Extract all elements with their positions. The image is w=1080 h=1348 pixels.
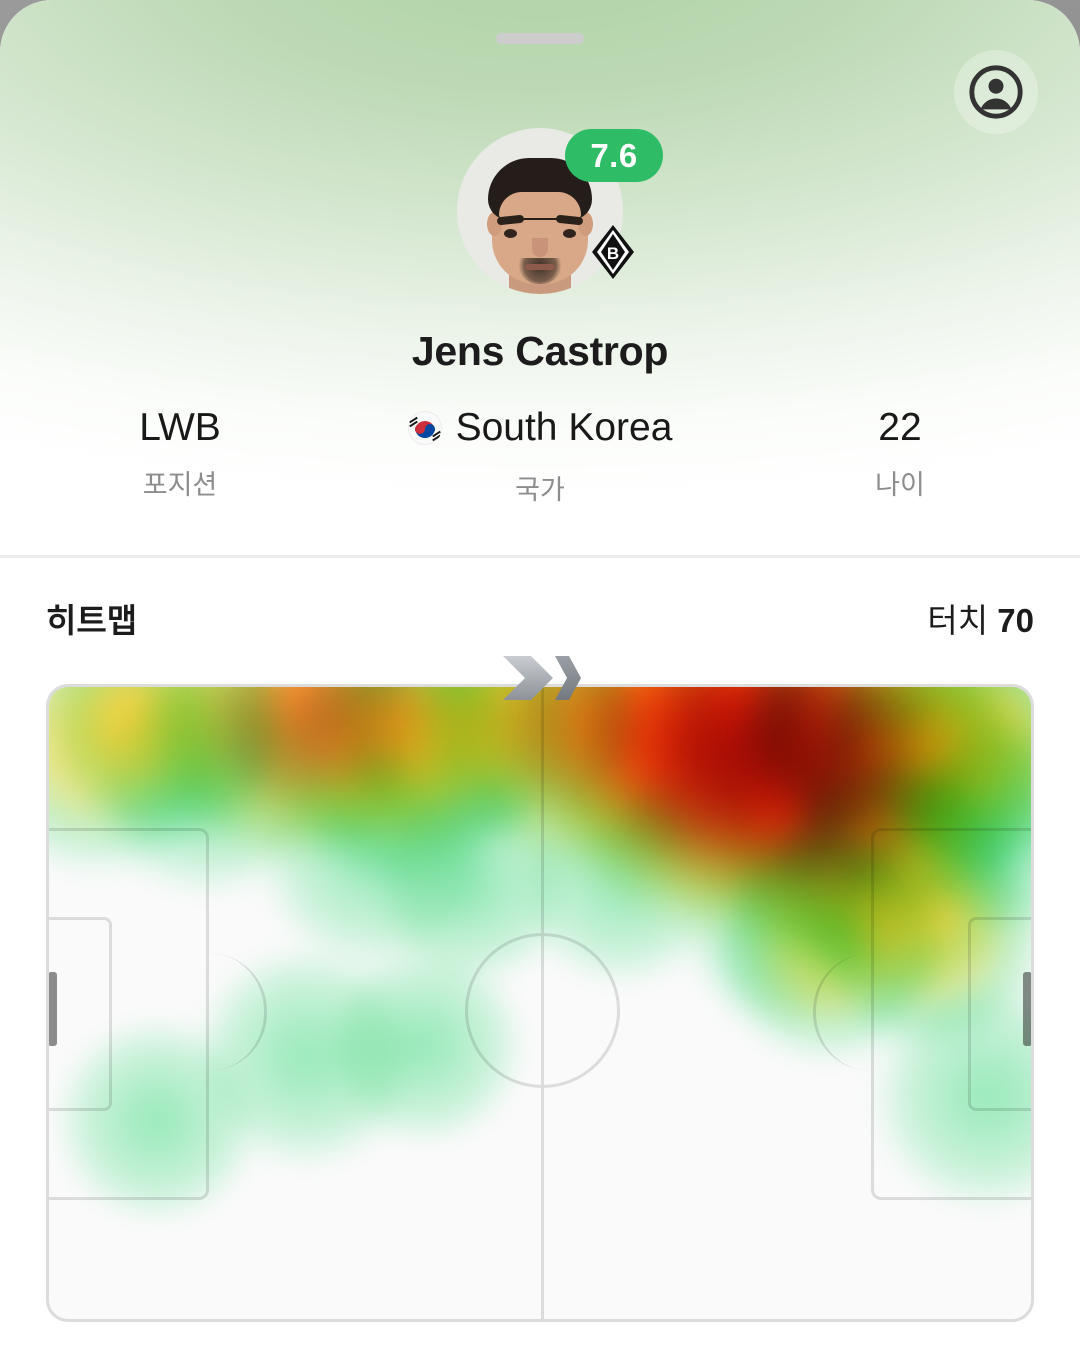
heatmap-blob bbox=[523, 687, 800, 857]
account-button[interactable] bbox=[954, 50, 1038, 134]
stat-age-value: 22 bbox=[878, 406, 922, 449]
svg-text:B: B bbox=[607, 244, 619, 263]
stat-country-label: 국가 bbox=[515, 475, 565, 505]
heatmap-blob bbox=[338, 687, 570, 841]
stat-position-value: LWB bbox=[139, 406, 221, 449]
heatmap-pitch-container[interactable] bbox=[46, 656, 1034, 1322]
heatmap-blob bbox=[590, 687, 891, 876]
sheet-drag-handle[interactable] bbox=[496, 33, 584, 44]
stat-country-value-row: South Korea bbox=[360, 402, 720, 459]
heatmap-blob bbox=[161, 687, 411, 850]
stat-position: LWB 포지션 bbox=[0, 402, 360, 507]
attack-direction-arrow-icon bbox=[501, 654, 583, 702]
touches-stat: 터치 70 bbox=[927, 594, 1034, 642]
stat-country-value: South Korea bbox=[455, 406, 673, 449]
touches-label: 터치 bbox=[927, 602, 989, 639]
heatmap-title: 히트맵 bbox=[46, 602, 138, 639]
stat-position-label: 포지션 bbox=[142, 470, 218, 500]
heatmap-blob bbox=[272, 750, 478, 956]
south-korea-flag-icon bbox=[407, 411, 442, 445]
heatmap-blob bbox=[415, 687, 631, 827]
player-identity: 7.6 B Jens Castrop bbox=[0, 128, 1080, 375]
goal-left bbox=[49, 972, 57, 1046]
heatmap-blob bbox=[831, 687, 1031, 843]
heatmap-blob bbox=[55, 687, 280, 832]
player-photo-icon bbox=[457, 128, 623, 294]
heatmap-blob bbox=[557, 687, 845, 908]
club-badge-icon: B bbox=[591, 224, 635, 280]
pitch-graphic bbox=[46, 684, 1034, 1322]
account-circle-icon bbox=[967, 63, 1025, 121]
penalty-arc-right bbox=[813, 953, 871, 1071]
player-stats-row: LWB 포지션 bbox=[0, 402, 1080, 507]
goal-right bbox=[1023, 972, 1031, 1046]
section-divider bbox=[0, 555, 1080, 558]
heatmap-blob bbox=[448, 687, 717, 860]
player-face-illustration bbox=[481, 150, 599, 294]
stat-country: South Korea 국가 bbox=[360, 402, 720, 507]
heatmap-blob bbox=[756, 687, 1002, 842]
touches-value: 70 bbox=[997, 602, 1034, 639]
penalty-arc-left bbox=[209, 953, 267, 1071]
heatmap-blob bbox=[287, 687, 522, 875]
page-title: Jens Castrop bbox=[411, 328, 669, 374]
rating-badge: 7.6 bbox=[565, 129, 663, 182]
center-circle bbox=[465, 933, 620, 1088]
heatmap-header: 히트맵 터치 70 bbox=[0, 594, 1080, 642]
heatmap-blob bbox=[226, 687, 484, 841]
avatar[interactable]: 7.6 B bbox=[457, 128, 663, 294]
stat-age-label: 나이 bbox=[875, 470, 925, 500]
stat-age: 22 나이 bbox=[720, 402, 1080, 507]
